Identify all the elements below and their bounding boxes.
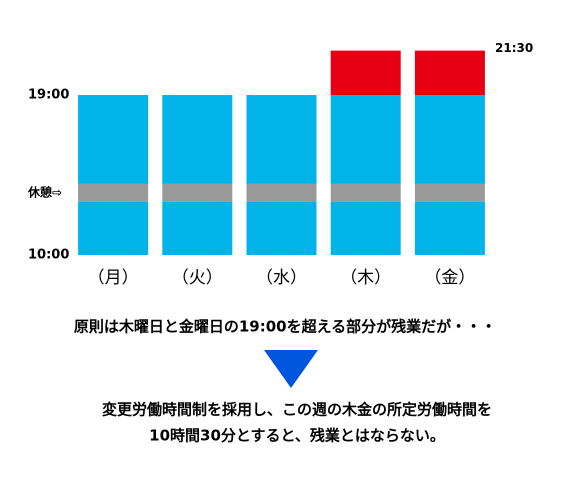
bar-segment (162, 201, 233, 255)
bar-segment (414, 183, 485, 202)
annotation: 21:30 (495, 41, 533, 55)
bar-segment (246, 95, 317, 184)
bar-segment (414, 95, 485, 184)
bar-segment (246, 201, 317, 255)
x-tick-label: （水） (256, 268, 307, 288)
bar-segment (330, 183, 401, 202)
y-tick-label: 19:00 (28, 88, 69, 103)
bar-segment (78, 183, 149, 202)
conclusion-line: 10時間30分とすると、残業とはならない。 (149, 427, 445, 445)
x-tick-label: （金） (424, 268, 475, 288)
caption: 原則は木曜日と金曜日の19:00を超える部分が残業だが・・・ (74, 318, 496, 336)
bar-segment (78, 201, 149, 255)
bar-segment (246, 183, 317, 202)
bar-segment (162, 95, 233, 184)
x-tick-label: （木） (340, 268, 391, 288)
bar-segment (162, 183, 233, 202)
bar-segment (330, 201, 401, 255)
bar-segment (78, 95, 149, 184)
bar-segment (414, 50, 485, 96)
bar-segment (330, 50, 401, 96)
bar-segment (330, 95, 401, 184)
annotation: 休憩⇨ (27, 184, 62, 199)
x-tick-label: （火） (172, 268, 223, 288)
bar-segment (414, 201, 485, 255)
x-tick-label: （月） (88, 268, 139, 288)
y-tick-label: 10:00 (28, 248, 69, 263)
conclusion-line: 変更労働時間制を採用し、この週の木金の所定労働時間を (102, 401, 492, 419)
down-arrow (264, 350, 318, 388)
